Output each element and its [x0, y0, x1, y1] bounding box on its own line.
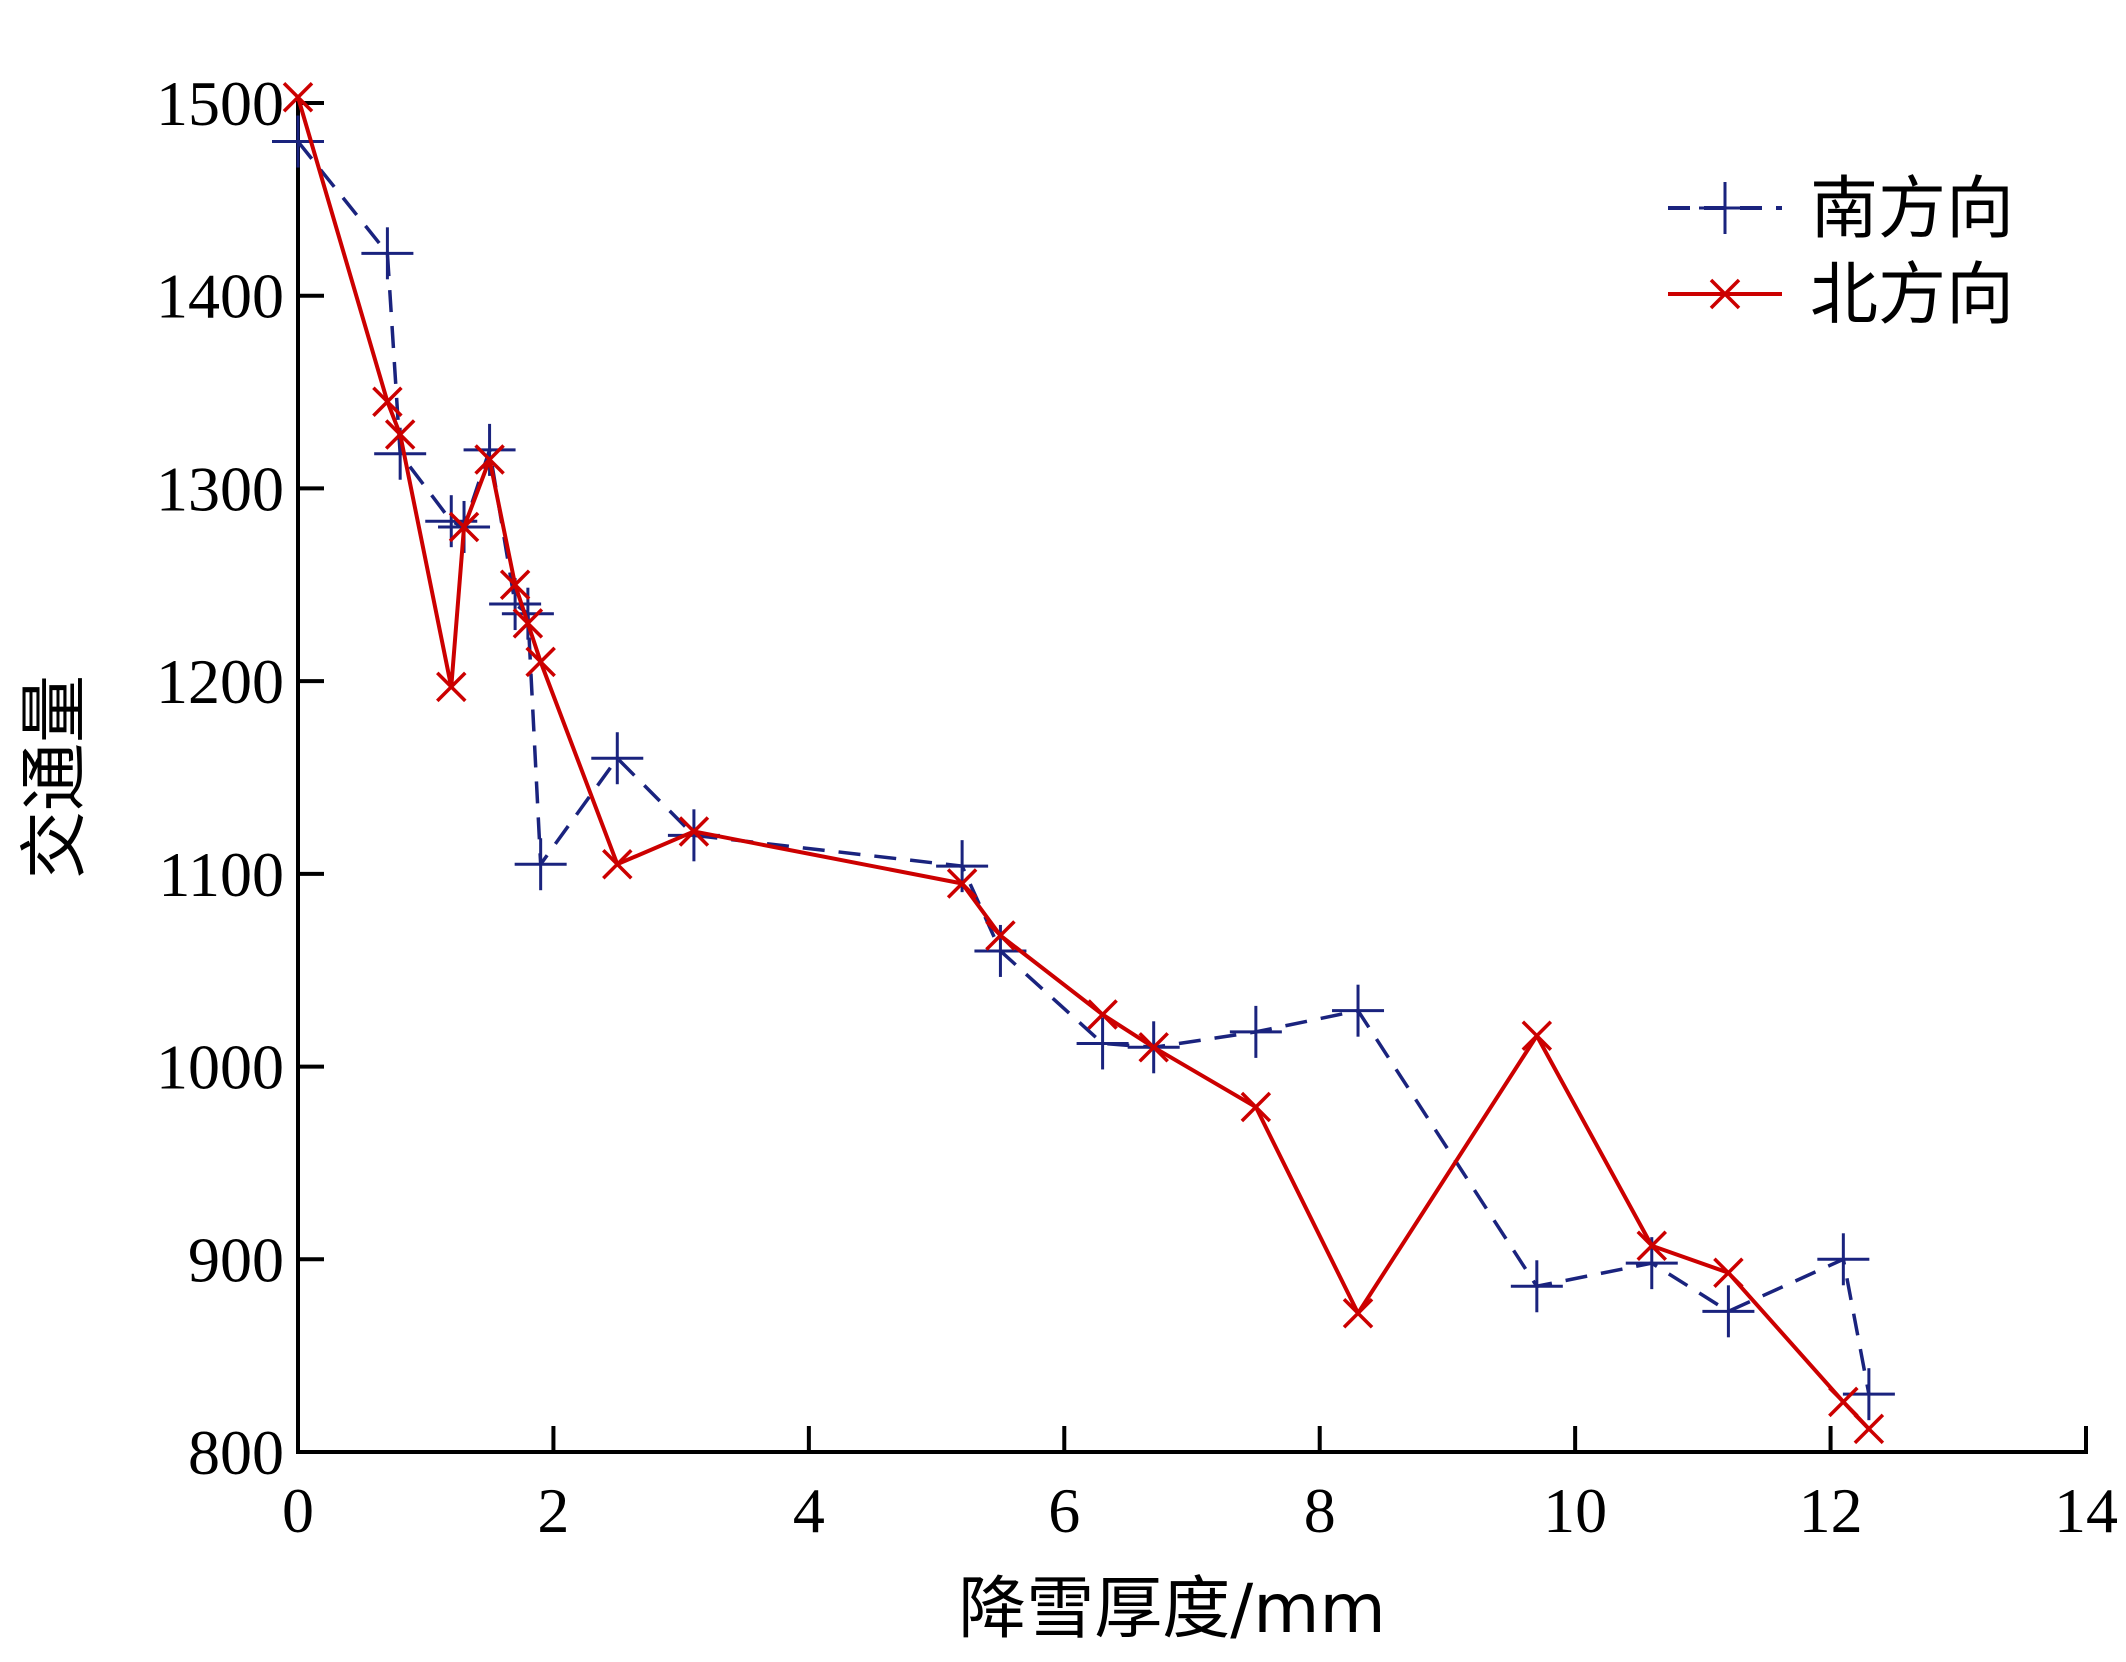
x-tick-label: 0 — [282, 1475, 314, 1546]
series-line — [296, 96, 1871, 1431]
data-point — [1138, 1032, 1169, 1063]
data-point — [448, 511, 480, 543]
data-point — [372, 386, 403, 417]
data-point — [514, 838, 567, 891]
axes — [296, 101, 2088, 1454]
legend-marker — [1709, 278, 1741, 310]
data-point — [1817, 1233, 1870, 1286]
series-layer — [272, 81, 1895, 1445]
x-tick-label: 4 — [793, 1475, 825, 1546]
x-tick-label: 12 — [1799, 1475, 1863, 1546]
x-ticks: 0 2 4 6 8 10 12 14 — [282, 1426, 2118, 1546]
data-point — [678, 816, 710, 847]
data-point — [1510, 1260, 1563, 1313]
x-tick-label: 8 — [1304, 1475, 1336, 1546]
data-point — [436, 671, 467, 703]
legend-marker — [1699, 182, 1751, 234]
legend-label: 北方向 — [1810, 256, 2014, 335]
y-tick-label: 1300 — [156, 453, 284, 524]
data-point — [474, 444, 505, 475]
y-tick-label: 900 — [188, 1224, 284, 1295]
data-point — [1332, 984, 1385, 1037]
series-1 — [272, 115, 1895, 1421]
data-point — [282, 81, 314, 113]
y-ticks: 800 900 1000 1100 1200 1300 1400 1500 — [156, 68, 324, 1488]
data-point — [946, 868, 978, 899]
data-point — [1076, 1017, 1129, 1070]
data-point — [1702, 1285, 1755, 1338]
y-tick-label: 1100 — [158, 839, 284, 910]
data-point — [525, 646, 556, 678]
y-tick-label: 1400 — [156, 261, 284, 332]
data-point — [1521, 1020, 1553, 1051]
data-point — [499, 569, 531, 601]
data-point — [1636, 1230, 1668, 1262]
data-point — [361, 227, 414, 280]
data-point — [384, 419, 416, 450]
data-point — [1713, 1257, 1744, 1289]
y-tick-label: 1200 — [156, 646, 284, 717]
data-point — [985, 920, 1016, 951]
series-line — [296, 140, 1871, 1395]
x-tick-label: 14 — [2054, 1475, 2118, 1546]
y-axis-title: 交通量 — [16, 675, 95, 879]
legend-item: 南方向 — [1668, 170, 2014, 249]
series-2 — [282, 81, 1885, 1445]
data-point — [1853, 1413, 1885, 1445]
data-point — [272, 115, 324, 168]
data-point — [1240, 1091, 1272, 1123]
x-axis-title: 降雪厚度/mm — [958, 1570, 1385, 1649]
data-point — [1828, 1386, 1859, 1418]
data-point — [602, 848, 633, 880]
x-tick-label: 6 — [1048, 1475, 1080, 1546]
y-tick-label: 800 — [188, 1417, 284, 1488]
x-tick-label: 10 — [1543, 1475, 1607, 1546]
data-point — [1342, 1298, 1374, 1329]
data-point — [1229, 1005, 1282, 1058]
data-point — [591, 732, 644, 785]
y-tick-label: 1500 — [156, 68, 284, 139]
legend-item: 北方向 — [1668, 256, 2014, 335]
x-tick-label: 2 — [537, 1475, 569, 1546]
legend-label: 南方向 — [1810, 170, 2014, 249]
data-point — [1087, 999, 1118, 1030]
data-point — [512, 608, 544, 639]
y-tick-label: 1000 — [156, 1032, 284, 1103]
